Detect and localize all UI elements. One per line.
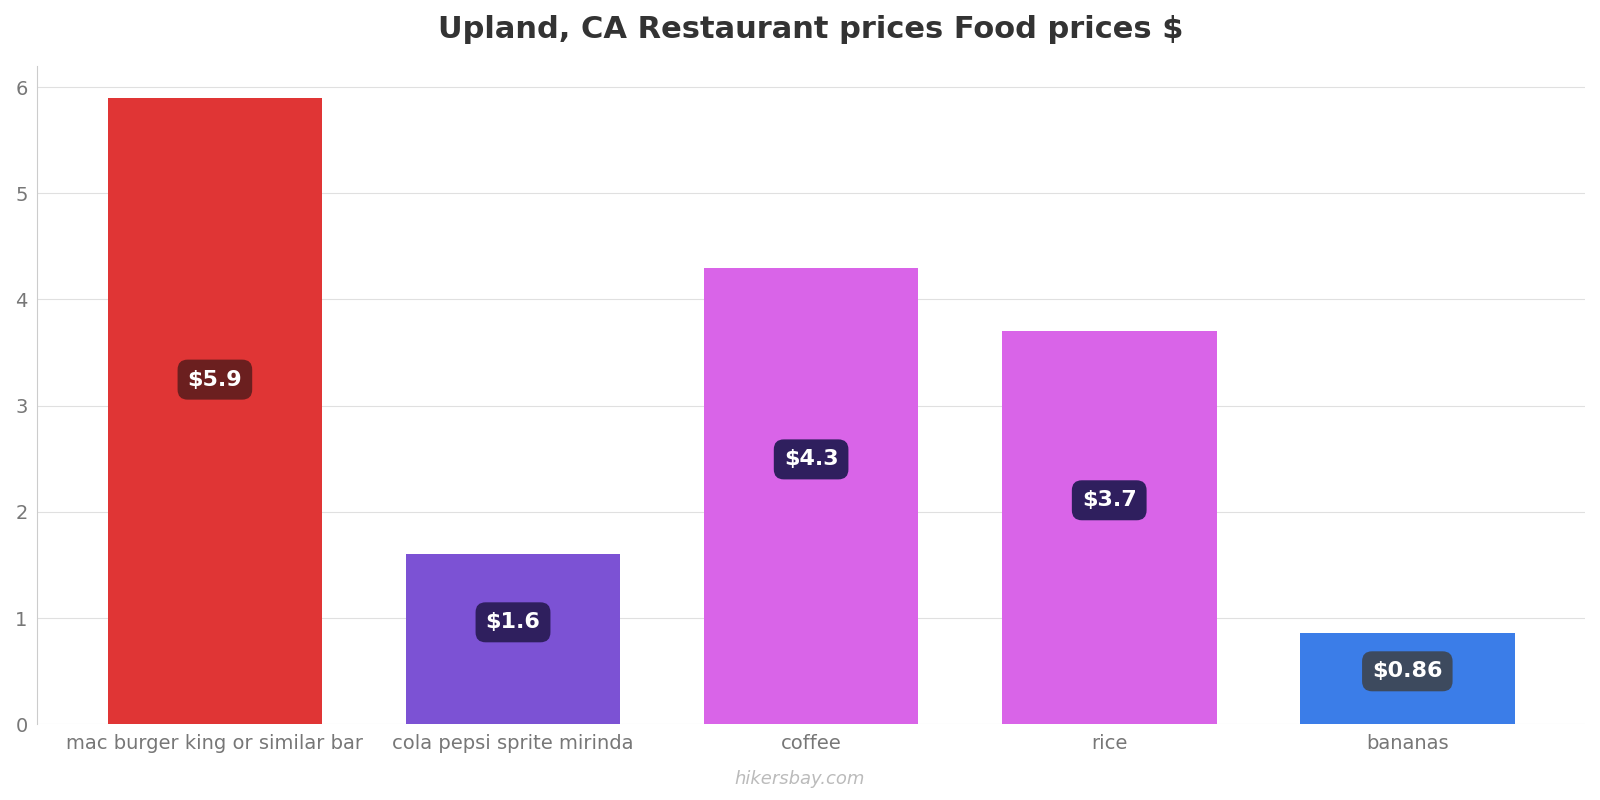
Bar — [406, 554, 621, 724]
Text: $5.9: $5.9 — [187, 370, 242, 390]
Bar — [1002, 331, 1216, 724]
Bar — [107, 98, 322, 724]
Title: Upland, CA Restaurant prices Food prices $: Upland, CA Restaurant prices Food prices… — [438, 15, 1184, 44]
Text: $3.7: $3.7 — [1082, 490, 1136, 510]
Text: $4.3: $4.3 — [784, 450, 838, 470]
Text: hikersbay.com: hikersbay.com — [734, 770, 866, 788]
Bar — [704, 267, 918, 724]
Text: $1.6: $1.6 — [485, 612, 541, 632]
Text: $0.86: $0.86 — [1373, 662, 1443, 682]
Bar — [1301, 633, 1515, 724]
